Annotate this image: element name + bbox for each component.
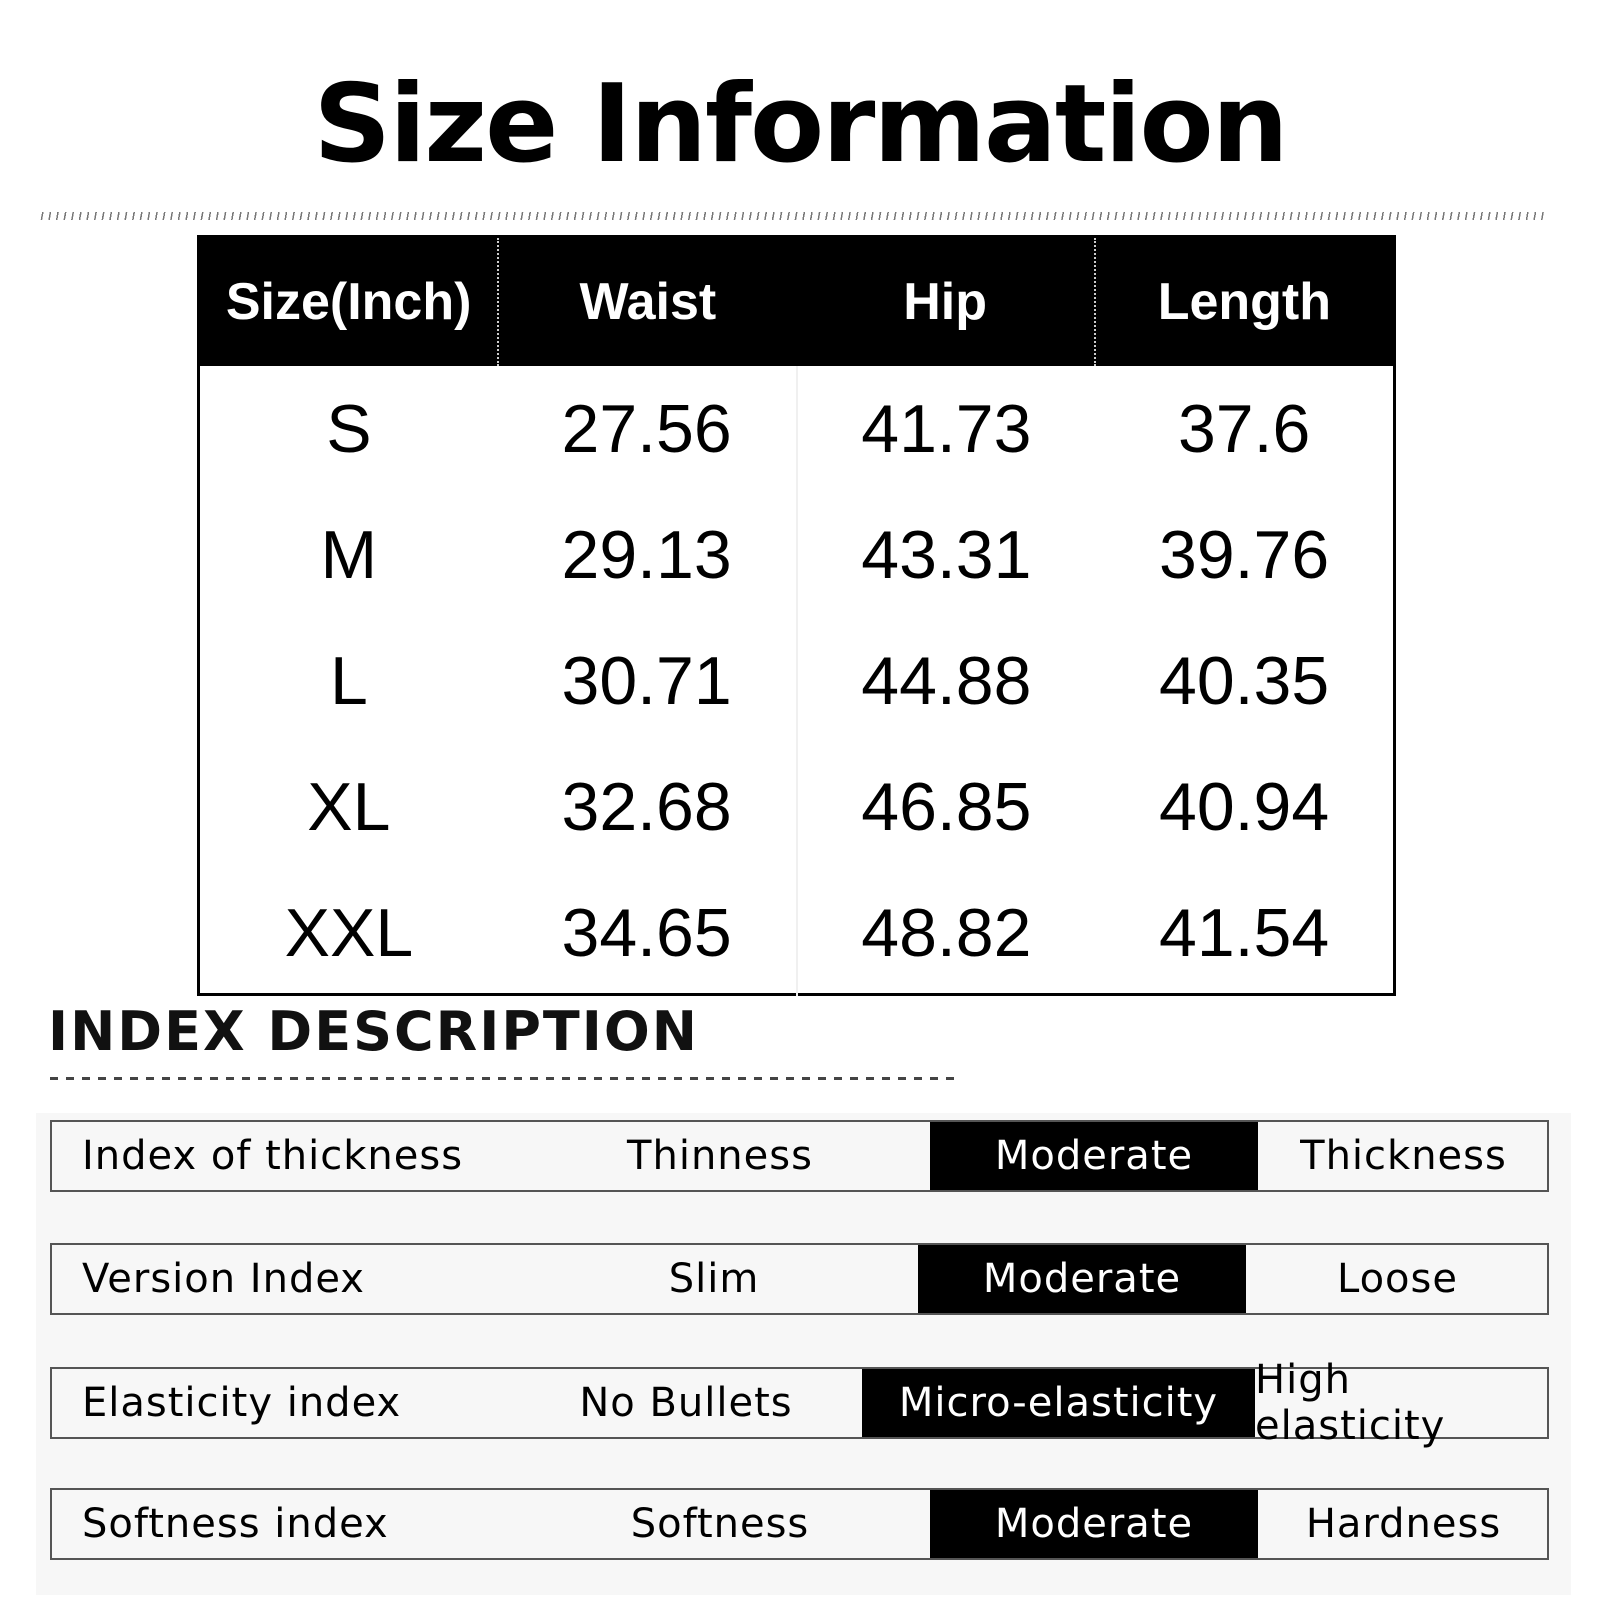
index-label: Version Index [82, 1256, 365, 1302]
index-label: Index of thickness [82, 1133, 464, 1179]
table-cell: 39.76 [1159, 517, 1330, 593]
table-cell: 30.71 [498, 618, 798, 744]
index-option: Loose [1337, 1256, 1458, 1302]
index-option: No Bullets [579, 1380, 793, 1426]
index-option: Softness [630, 1501, 810, 1547]
index-option-selected: Moderate [930, 1122, 1258, 1190]
index-row: Index of thickness Thinness Moderate Thickn… [50, 1120, 1549, 1192]
header-cell: Waist [579, 273, 717, 331]
table-cell: 44.88 [861, 643, 1032, 719]
header-cell: Size(Inch) [200, 238, 500, 366]
table-cell: 29.13 [498, 492, 798, 618]
table-row: XL 32.68 46.85 40.94 [200, 744, 1393, 870]
table-cell: 34.65 [498, 870, 798, 996]
table-header: Size(Inch) Waist Hip Length [200, 238, 1393, 366]
table-cell: 41.54 [1159, 895, 1330, 971]
divider [38, 212, 1544, 220]
index-row: Softness index Softness Moderate Hardness [50, 1488, 1549, 1560]
index-option-selected: Moderate [930, 1490, 1258, 1558]
table-cell: L [329, 643, 368, 719]
index-option: Thinness [627, 1133, 813, 1179]
table-cell: 32.68 [498, 744, 798, 870]
table-cell: 41.73 [861, 391, 1032, 467]
index-option-selected: Moderate [918, 1245, 1246, 1313]
index-option: High elasticity [1255, 1357, 1446, 1449]
table-row: S 27.56 41.73 37.6 [200, 366, 1393, 492]
table-cell: 40.35 [1159, 643, 1330, 719]
table-cell: 46.85 [861, 769, 1032, 845]
table-cell: 27.56 [498, 366, 798, 492]
page-title: Size Information [313, 62, 1288, 187]
table-cell: 43.31 [861, 517, 1032, 593]
index-option-selected: Micro-elasticity [862, 1369, 1255, 1437]
table-cell: 40.94 [1159, 769, 1330, 845]
index-option: Hardness [1305, 1501, 1502, 1547]
table-cell: XL [307, 769, 391, 845]
table-row: XXL 34.65 48.82 41.54 [200, 870, 1393, 996]
size-table: Size(Inch) Waist Hip Length S 27.56 41.73 3… [197, 235, 1396, 996]
index-row: Version Index Slim Moderate Loose [50, 1243, 1549, 1315]
table-cell: XXL [284, 895, 414, 971]
table-cell: S [326, 391, 372, 467]
header-cell: Hip [797, 238, 1096, 366]
table-cell: M [320, 517, 378, 593]
table-row: M 29.13 43.31 39.76 [200, 492, 1393, 618]
index-option: Thickness [1300, 1133, 1507, 1179]
index-option: Slim [668, 1256, 760, 1302]
index-label: Elasticity index [82, 1380, 402, 1426]
index-title: INDEX DESCRIPTION [48, 1000, 699, 1063]
index-label: Softness index [82, 1501, 389, 1547]
table-cell: 37.6 [1177, 391, 1311, 467]
divider [50, 1077, 955, 1080]
table-cell: 48.82 [861, 895, 1032, 971]
table-row: L 30.71 44.88 40.35 [200, 618, 1393, 744]
header-cell: Length [1157, 273, 1332, 331]
index-row: Elasticity index No Bullets Micro-elastici… [50, 1357, 1549, 1449]
